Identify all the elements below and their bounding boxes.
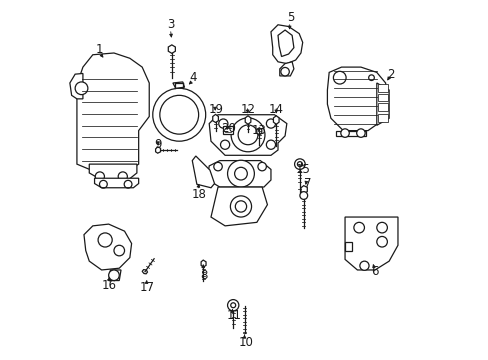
- Polygon shape: [210, 187, 267, 226]
- Circle shape: [95, 172, 104, 181]
- Polygon shape: [345, 217, 397, 270]
- Text: 13: 13: [251, 124, 265, 137]
- Polygon shape: [300, 186, 306, 193]
- Text: 3: 3: [166, 18, 174, 31]
- Circle shape: [118, 172, 127, 181]
- Text: 14: 14: [268, 103, 283, 116]
- Polygon shape: [94, 178, 139, 188]
- Text: 6: 6: [370, 265, 378, 278]
- Bar: [377, 94, 387, 101]
- Polygon shape: [336, 131, 366, 136]
- Circle shape: [266, 119, 275, 128]
- Text: 9: 9: [154, 138, 162, 151]
- Polygon shape: [89, 164, 137, 180]
- Circle shape: [340, 129, 348, 137]
- Polygon shape: [192, 156, 214, 188]
- Polygon shape: [256, 128, 261, 135]
- Text: 16: 16: [101, 279, 116, 292]
- Text: 15: 15: [295, 163, 309, 176]
- Text: 5: 5: [286, 11, 293, 24]
- Circle shape: [108, 270, 119, 280]
- Text: 4: 4: [189, 71, 197, 84]
- Circle shape: [231, 118, 264, 152]
- Polygon shape: [84, 224, 131, 270]
- Polygon shape: [327, 67, 386, 131]
- Circle shape: [266, 140, 275, 149]
- Circle shape: [359, 261, 368, 270]
- Circle shape: [152, 88, 205, 141]
- Text: 2: 2: [386, 68, 394, 81]
- Polygon shape: [201, 260, 205, 267]
- Text: 11: 11: [226, 309, 241, 322]
- Circle shape: [333, 71, 346, 84]
- Circle shape: [98, 233, 112, 247]
- Text: 17: 17: [140, 281, 155, 294]
- Circle shape: [280, 67, 289, 76]
- Text: 10: 10: [238, 336, 253, 349]
- Polygon shape: [77, 53, 149, 173]
- Text: 1: 1: [96, 43, 103, 56]
- Polygon shape: [376, 83, 388, 125]
- Polygon shape: [244, 116, 250, 124]
- Text: 8: 8: [200, 269, 207, 282]
- Circle shape: [213, 162, 222, 171]
- Polygon shape: [173, 82, 184, 88]
- Polygon shape: [212, 114, 218, 122]
- Polygon shape: [108, 270, 121, 280]
- Bar: [377, 103, 387, 111]
- Circle shape: [220, 140, 229, 149]
- Circle shape: [238, 125, 257, 145]
- Circle shape: [218, 119, 227, 128]
- Circle shape: [356, 129, 365, 137]
- Polygon shape: [142, 270, 147, 274]
- Text: 19: 19: [208, 103, 224, 116]
- Circle shape: [114, 245, 124, 256]
- Circle shape: [160, 95, 198, 134]
- Circle shape: [376, 222, 386, 233]
- Circle shape: [230, 196, 251, 217]
- Circle shape: [299, 192, 307, 199]
- Polygon shape: [207, 161, 270, 187]
- Bar: [377, 114, 387, 122]
- Circle shape: [227, 300, 238, 311]
- Polygon shape: [70, 73, 83, 99]
- Polygon shape: [209, 115, 286, 155]
- Circle shape: [294, 159, 305, 170]
- Text: 12: 12: [240, 103, 255, 116]
- Bar: [223, 126, 233, 134]
- Polygon shape: [155, 147, 160, 153]
- Text: 18: 18: [191, 188, 205, 201]
- Polygon shape: [273, 116, 279, 124]
- Circle shape: [368, 75, 374, 81]
- Polygon shape: [278, 30, 293, 57]
- Text: 7: 7: [304, 177, 311, 190]
- Circle shape: [257, 162, 266, 171]
- Circle shape: [227, 160, 254, 187]
- Polygon shape: [279, 62, 293, 76]
- Bar: [377, 84, 387, 92]
- Circle shape: [75, 82, 88, 95]
- Polygon shape: [168, 45, 175, 53]
- Text: 20: 20: [221, 122, 236, 135]
- Circle shape: [353, 222, 364, 233]
- Polygon shape: [270, 25, 302, 64]
- Circle shape: [376, 237, 386, 247]
